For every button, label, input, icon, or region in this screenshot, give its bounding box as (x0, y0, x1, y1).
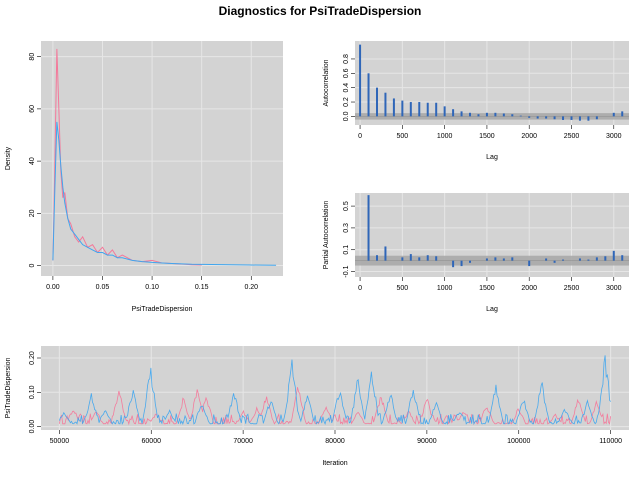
x-tick-label: 50000 (50, 438, 70, 445)
x-axis-label: Lag (486, 306, 498, 313)
y-tick-label: 0.6 (343, 68, 350, 78)
y-tick-label: 40 (29, 157, 36, 165)
x-tick-label: 2000 (521, 285, 537, 292)
y-tick-label: 0 (29, 264, 36, 268)
y-tick-label: 0.3 (343, 223, 350, 233)
y-tick-label: 80 (29, 53, 36, 61)
x-tick-label: 500 (397, 133, 409, 140)
y-tick-label: 60 (29, 105, 36, 113)
y-tick-label: 0.0 (343, 111, 350, 121)
y-tick-label: 0.2 (343, 97, 350, 107)
y-tick-label: 0.10 (29, 385, 36, 399)
x-tick-label: 60000 (142, 438, 162, 445)
x-tick-label: 3000 (606, 285, 622, 292)
x-tick-label: 3000 (606, 133, 622, 140)
x-tick-label: 1000 (437, 133, 453, 140)
x-tick-label: 0.10 (145, 284, 159, 291)
plot-panel (355, 41, 629, 125)
x-tick-label: 500 (397, 285, 409, 292)
x-tick-label: 100000 (507, 438, 530, 445)
y-axis-label: Partial Autocorrelation (323, 201, 330, 270)
x-tick-label: 110000 (599, 438, 622, 445)
x-tick-label: 2000 (521, 133, 537, 140)
y-tick-label: 0.20 (29, 351, 36, 365)
density-line-pink (52, 48, 202, 266)
x-tick-label: 2500 (564, 285, 580, 292)
y-tick-label: 20 (29, 209, 36, 217)
y-axis-label: PsiTradeDispersion (5, 357, 12, 418)
x-tick-label: 0.15 (195, 284, 209, 291)
chart-title: Diagnostics for PsiTradeDispersion (218, 4, 422, 18)
x-tick-label: 70000 (233, 438, 253, 445)
x-tick-label: 0.00 (46, 284, 60, 291)
y-tick-label: 0.1 (343, 245, 350, 255)
trace-line-blue (58, 355, 611, 426)
y-tick-label: 0.5 (343, 201, 350, 211)
plot-panel (41, 41, 283, 276)
y-tick-label: 0.4 (343, 83, 350, 93)
x-axis-label: PsiTradeDispersion (132, 306, 193, 313)
y-axis-label: Autocorrelation (323, 59, 330, 106)
x-tick-label: 1000 (437, 285, 453, 292)
x-tick-label: 90000 (417, 438, 437, 445)
x-tick-label: 0 (358, 285, 362, 292)
x-tick-label: 0.20 (244, 284, 258, 291)
x-tick-label: 0.05 (96, 284, 110, 291)
trace-line-pink (58, 387, 612, 426)
x-tick-label: 2500 (564, 133, 580, 140)
x-tick-label: 1500 (479, 133, 495, 140)
y-tick-label: 0.8 (343, 54, 350, 64)
y-tick-label: 0.00 (29, 420, 36, 434)
x-tick-label: 0 (358, 133, 362, 140)
x-tick-label: 1500 (479, 285, 495, 292)
y-axis-label: Density (5, 146, 12, 170)
x-axis-label: Lag (486, 154, 498, 161)
density-line-blue (52, 121, 277, 266)
x-tick-label: 80000 (325, 438, 345, 445)
x-axis-label: Iteration (322, 460, 347, 467)
y-tick-label: -0.1 (343, 265, 350, 277)
